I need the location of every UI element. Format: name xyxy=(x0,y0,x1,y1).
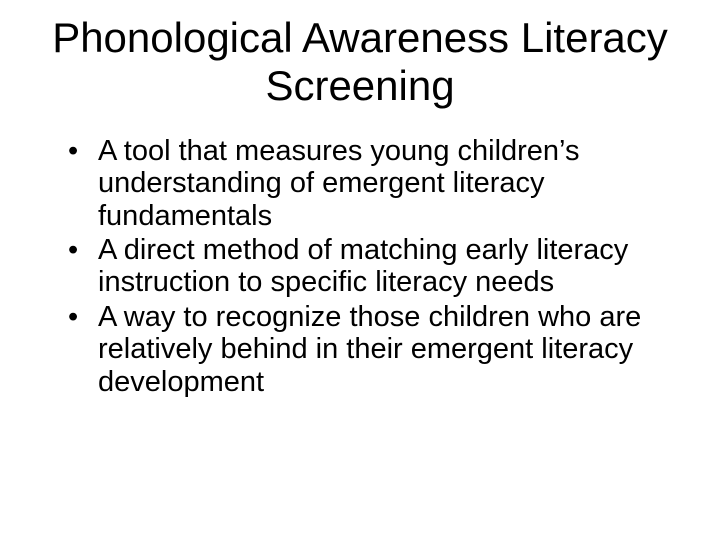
slide-title: Phonological Awareness Literacy Screenin… xyxy=(50,14,670,111)
list-item: A direct method of matching early litera… xyxy=(68,234,670,299)
bullet-list: A tool that measures young children’s un… xyxy=(50,135,670,399)
list-item: A tool that measures young children’s un… xyxy=(68,135,670,232)
list-item: A way to recognize those children who ar… xyxy=(68,301,670,398)
